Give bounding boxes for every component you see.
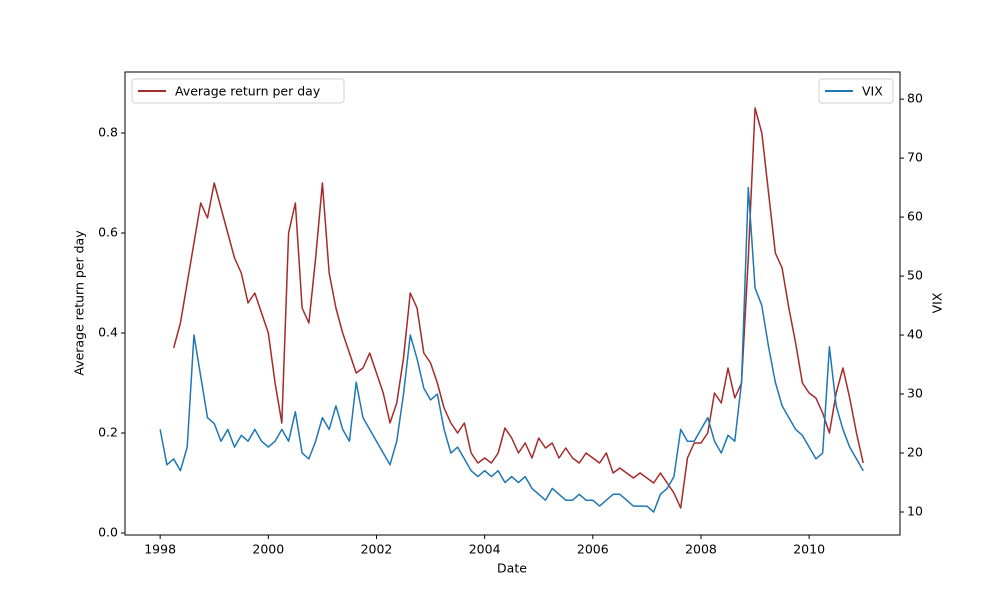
- line-series: [159, 186, 864, 513]
- y-tick-label: 0.4: [98, 325, 118, 340]
- y-tick-label: 0.8: [98, 125, 118, 140]
- y-tick-label: 0.0: [98, 525, 118, 540]
- legend-box: [818, 78, 894, 104]
- x-tick-label: 2004: [469, 542, 501, 557]
- y2-tick-label: 40: [907, 327, 923, 342]
- y2-tick-label: 70: [907, 150, 923, 165]
- legend-label: Average return per day: [175, 84, 321, 99]
- x-tick-label: 2010: [793, 542, 825, 557]
- x-axis-label: Date: [497, 561, 527, 576]
- y-axis-label: Average return per day: [72, 230, 87, 376]
- y2-tick-label: 60: [907, 209, 923, 224]
- line-series: [172, 107, 864, 509]
- legend-box: [131, 78, 345, 104]
- y2-tick-label: 10: [907, 503, 923, 518]
- x-tick-label: 2002: [361, 542, 393, 557]
- y2-tick-label: 30: [907, 386, 923, 401]
- y2-tick-label: 80: [907, 91, 923, 106]
- y2-tick-label: 20: [907, 445, 923, 460]
- legend-label: VIX: [862, 84, 883, 99]
- y-tick-label: 0.2: [98, 425, 118, 440]
- x-tick-label: 2000: [252, 542, 284, 557]
- y2-tick-label: 50: [907, 268, 923, 283]
- plot-frame: [124, 71, 901, 536]
- x-tick-label: 1998: [144, 542, 176, 557]
- y-tick-label: 0.6: [98, 225, 118, 240]
- y2-axis-label: VIX: [930, 292, 945, 313]
- x-tick-label: 2006: [577, 542, 609, 557]
- x-tick-label: 2008: [685, 542, 717, 557]
